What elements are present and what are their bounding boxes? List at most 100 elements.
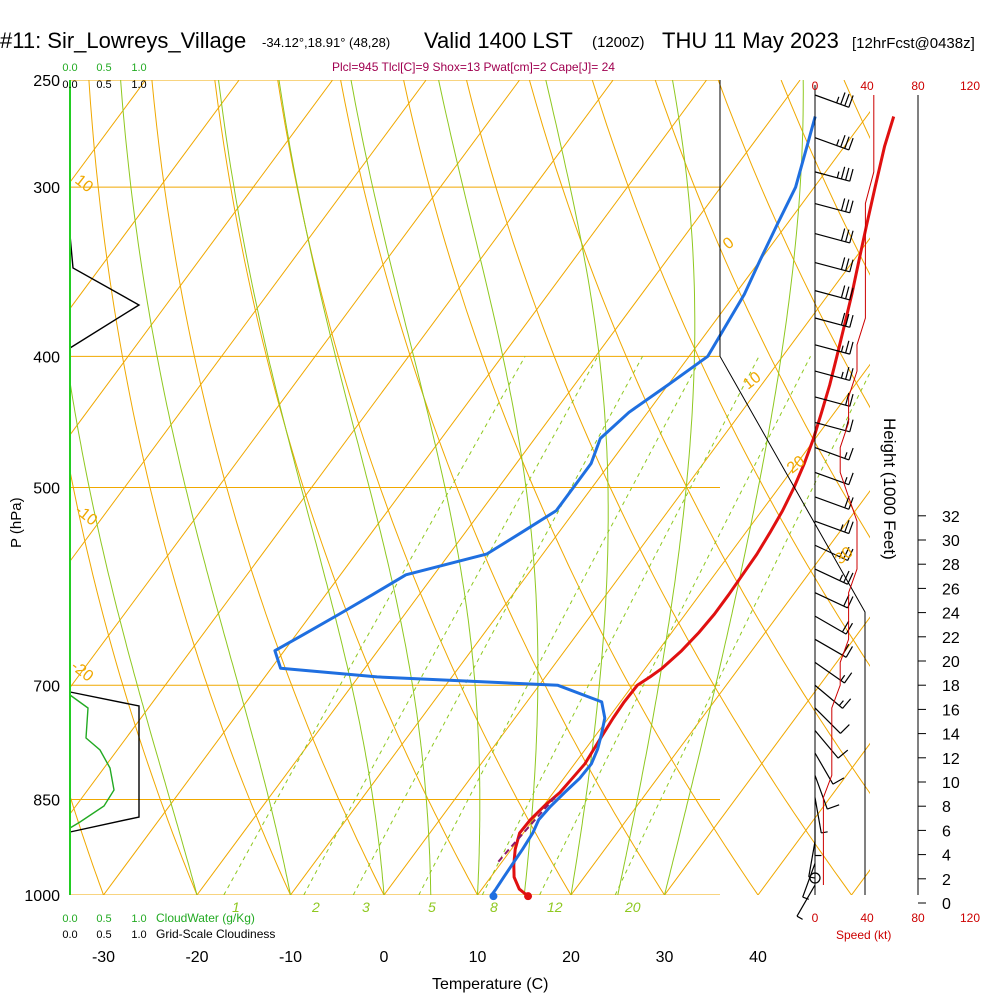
wind-speed-tick-bottom: 0 bbox=[812, 911, 819, 925]
wind-barb bbox=[814, 392, 854, 407]
wind-barb-half bbox=[802, 896, 809, 900]
wind-barb-flag bbox=[845, 167, 850, 181]
mixing-ratio-line bbox=[418, 356, 703, 895]
mixing-ratio-line bbox=[223, 356, 526, 895]
isotherm-line bbox=[757, 742, 870, 895]
wind-barb-flag bbox=[845, 258, 850, 271]
dry-adiabat-label: 10 bbox=[740, 369, 765, 393]
height-tick-label: 22 bbox=[942, 630, 960, 647]
station-coords: -34.12°,18.91° (48,28) bbox=[262, 35, 390, 50]
wind-barb-flag bbox=[840, 166, 846, 180]
wind-barb-staff bbox=[814, 520, 850, 535]
pressure-tick-label: 850 bbox=[33, 792, 60, 809]
cloudiness-label: Grid-Scale Cloudiness bbox=[156, 927, 275, 941]
wind-barb bbox=[814, 134, 854, 151]
temperature-tick-label: -30 bbox=[92, 949, 115, 966]
height-tick-label: 26 bbox=[942, 581, 960, 598]
wind-barb-flag bbox=[840, 285, 846, 298]
cloudiness-upper-profile bbox=[69, 234, 141, 349]
wind-barb-flag bbox=[845, 622, 853, 635]
surface-calm-circle bbox=[809, 872, 821, 884]
wind-barb bbox=[814, 447, 854, 461]
wind-barb-flag bbox=[847, 548, 854, 561]
wind-barb bbox=[814, 166, 854, 182]
wind-barb-flag bbox=[840, 198, 846, 211]
wind-barb-staff bbox=[814, 730, 839, 759]
cloudiness-lower-profile bbox=[69, 691, 140, 833]
wind-barb-half bbox=[840, 345, 844, 353]
moist-adiabat-line bbox=[218, 80, 385, 895]
zulu-time: (1200Z) bbox=[592, 34, 645, 51]
wind-barb bbox=[814, 471, 854, 486]
wind-barb-flag bbox=[845, 366, 850, 380]
wind-barb-flag bbox=[848, 137, 854, 151]
wind-barb bbox=[814, 92, 854, 108]
wind-barb-staff bbox=[814, 290, 850, 301]
wind-barb-half bbox=[840, 524, 844, 531]
y-axis-label: P (hPa) bbox=[8, 497, 25, 548]
cloudiness-tick-bottom: 0.0 bbox=[62, 929, 77, 941]
wind-barb-flag bbox=[845, 313, 850, 327]
mixing-ratio-label: 20 bbox=[624, 899, 641, 915]
isotherm-line bbox=[70, 80, 240, 310]
isotherm-line bbox=[103, 80, 708, 895]
mixing-ratio-line bbox=[539, 356, 811, 895]
dry-adiabat-line bbox=[70, 794, 104, 895]
wind-barb-half bbox=[844, 452, 848, 459]
height-tick-label: 4 bbox=[942, 848, 951, 865]
wind-barb-flag bbox=[844, 520, 850, 533]
wind-barb-staff bbox=[814, 202, 850, 214]
wind-barb-half bbox=[840, 371, 844, 379]
height-tick-label: 14 bbox=[942, 727, 960, 744]
dry-adiabat-line bbox=[151, 80, 385, 895]
wind-barb bbox=[814, 638, 853, 658]
wind-barb-flag bbox=[845, 392, 850, 406]
wind-speed-tick-top: 40 bbox=[860, 79, 874, 93]
wind-barb-flag bbox=[843, 672, 853, 684]
dry-adiabat-label: 20 bbox=[784, 453, 809, 477]
wind-barb-staff bbox=[814, 233, 850, 244]
wind-speed-label: Speed (kt) bbox=[836, 928, 891, 942]
wind-barb bbox=[802, 863, 816, 900]
wind-barb-flag bbox=[849, 259, 854, 273]
dry-adiabat-line bbox=[591, 80, 870, 667]
moist-adiabat-line bbox=[70, 379, 198, 895]
wind-barb-flag bbox=[845, 229, 850, 242]
wind-barb bbox=[814, 312, 854, 328]
mixing-ratio-label: 8 bbox=[490, 899, 498, 915]
wind-barb-flag bbox=[840, 134, 846, 148]
wind-barb-flag bbox=[837, 749, 849, 759]
wind-barb-flag bbox=[849, 393, 854, 407]
wind-barb-staff bbox=[814, 775, 828, 810]
height-tick-label: 32 bbox=[942, 509, 960, 526]
wind-barb-staff bbox=[808, 841, 816, 878]
wind-barb-staff bbox=[814, 370, 850, 382]
wind-barb bbox=[814, 661, 853, 684]
temperature-tick-label: -20 bbox=[185, 949, 208, 966]
cloudwater-tick-top: 1.0 bbox=[131, 62, 146, 74]
wind-speed-tick-top: 80 bbox=[911, 79, 925, 93]
surface-dewpoint-point bbox=[489, 892, 498, 901]
temperature-tick-label: 30 bbox=[656, 949, 674, 966]
wind-barb-half bbox=[796, 915, 803, 920]
wind-barb-staff bbox=[814, 344, 850, 355]
cloudwater-tick-bottom: 0.0 bbox=[62, 913, 77, 925]
wind-barb-flag bbox=[848, 521, 854, 534]
cloudiness-tick-top: 0.0 bbox=[62, 79, 77, 91]
wind-barb bbox=[814, 198, 854, 214]
wind-barb-flag bbox=[840, 92, 846, 105]
pressure-tick-label: 300 bbox=[33, 180, 60, 197]
cloudwater-label: CloudWater (g/Kg) bbox=[156, 911, 255, 925]
wind-barb-flag bbox=[849, 419, 854, 432]
dry-adiabat-line bbox=[717, 80, 870, 409]
wind-barb-staff bbox=[814, 94, 850, 108]
station-title: #11: Sir_Lowreys_Village bbox=[0, 28, 246, 53]
wind-barb-half bbox=[839, 574, 844, 581]
wind-speed-tick-bottom: 40 bbox=[860, 911, 874, 925]
wind-barb-flag bbox=[849, 341, 854, 355]
dry-adiabat-line bbox=[528, 80, 870, 795]
cloudiness-tick-bottom: 0.5 bbox=[96, 929, 111, 941]
wind-barb-half bbox=[836, 139, 840, 146]
